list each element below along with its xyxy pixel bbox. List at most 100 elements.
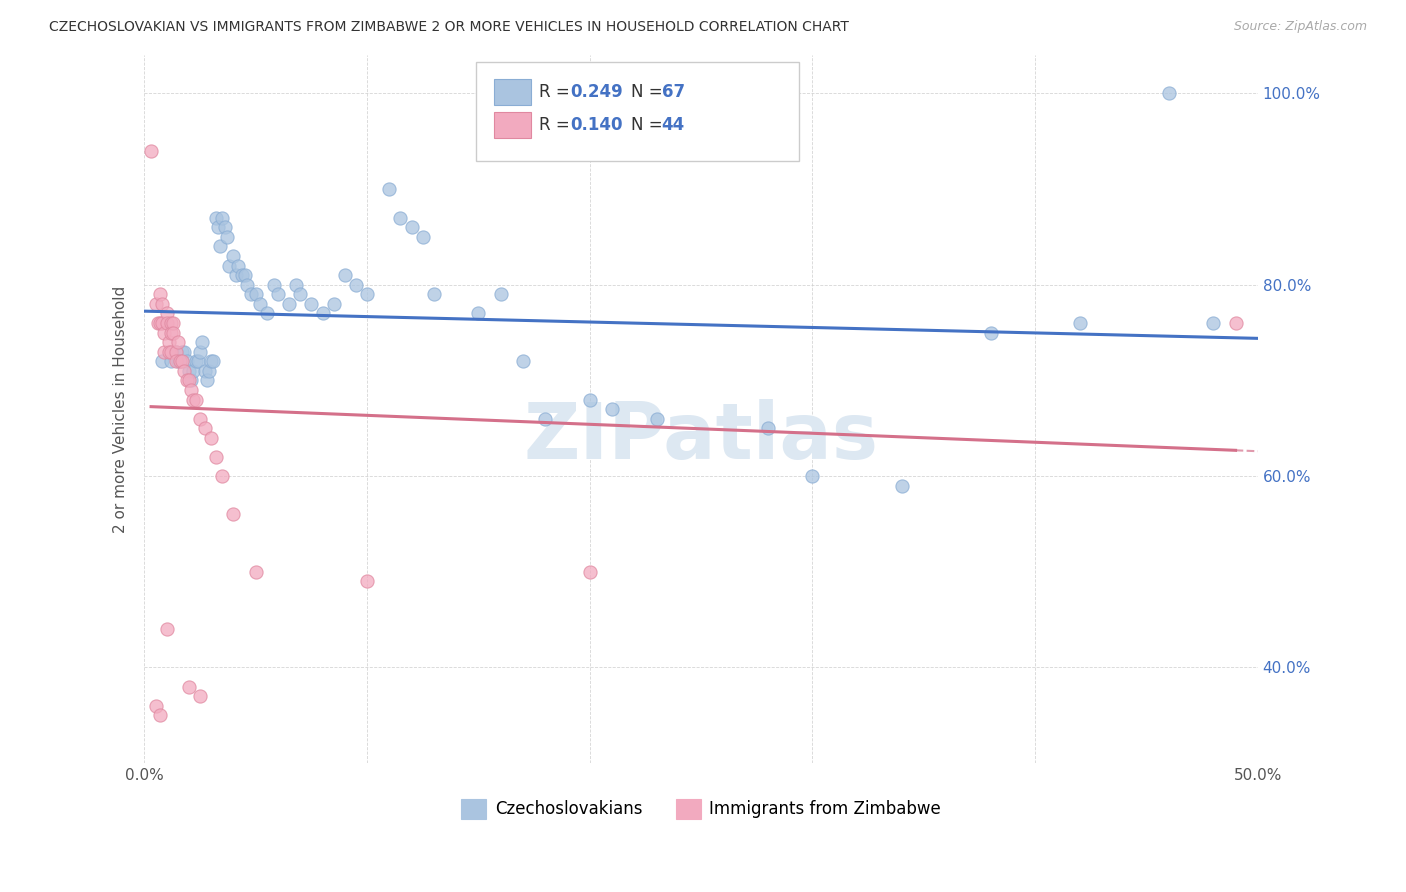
Point (198, 364, 221, 378)
Point (180, 373, 202, 387)
Point (191, 335, 214, 350)
Point (145, 297, 167, 311)
Point (356, 287, 378, 301)
Point (184, 392, 207, 407)
Point (157, 335, 180, 350)
Point (489, 287, 512, 301)
Point (202, 354, 225, 368)
Point (162, 326, 184, 340)
Point (157, 344, 180, 359)
Text: Source: ZipAtlas.com: Source: ZipAtlas.com (1233, 20, 1367, 33)
Point (801, 469, 824, 483)
Point (162, 316, 184, 330)
Point (236, 277, 259, 292)
Point (218, 259, 240, 273)
Point (173, 364, 195, 378)
Point (222, 249, 245, 263)
Point (467, 306, 489, 320)
Point (423, 287, 446, 301)
Point (160, 316, 183, 330)
Point (183, 364, 205, 378)
Point (311, 306, 333, 320)
Point (299, 297, 322, 311)
Point (512, 354, 534, 368)
Point (200, 431, 222, 445)
Legend: Czechoslovakians, Immigrants from Zimbabwe: Czechoslovakians, Immigrants from Zimbab… (454, 792, 948, 826)
Point (195, 373, 218, 387)
Point (245, 565, 267, 579)
Point (176, 354, 198, 368)
Point (139, 144, 162, 158)
Point (183, 392, 205, 407)
Point (165, 344, 187, 359)
Point (534, 411, 557, 425)
Point (226, 259, 249, 273)
Point (146, 316, 169, 330)
Point (169, 354, 191, 368)
Point (356, 574, 378, 589)
Point (166, 335, 188, 350)
Point (645, 411, 668, 425)
Point (344, 277, 367, 292)
Point (322, 297, 344, 311)
Point (165, 354, 187, 368)
Text: R =: R = (540, 83, 575, 101)
Point (980, 326, 1002, 340)
Point (214, 220, 236, 235)
Point (153, 326, 176, 340)
Point (160, 344, 183, 359)
Point (231, 268, 253, 283)
Text: ZIPatlas: ZIPatlas (523, 400, 879, 475)
Point (166, 354, 188, 368)
Point (756, 421, 779, 435)
Point (149, 287, 172, 301)
Point (200, 354, 222, 368)
Point (278, 297, 301, 311)
Point (193, 421, 215, 435)
Text: R =: R = (540, 116, 575, 134)
Point (149, 708, 172, 723)
Text: 44: 44 (662, 116, 685, 134)
Y-axis label: 2 or more Vehicles in Household: 2 or more Vehicles in Household (114, 285, 128, 533)
Point (145, 698, 167, 713)
Point (188, 411, 211, 425)
Point (578, 392, 600, 407)
Point (1225, 316, 1247, 330)
Point (177, 680, 200, 694)
Text: N =: N = (631, 83, 668, 101)
Point (389, 211, 412, 225)
Point (177, 373, 200, 387)
Point (412, 230, 434, 244)
Point (153, 344, 176, 359)
Point (160, 354, 183, 368)
Point (209, 239, 232, 253)
Point (187, 354, 209, 368)
Point (401, 220, 423, 235)
Point (225, 268, 247, 283)
Point (160, 326, 183, 340)
Point (245, 287, 267, 301)
Point (149, 316, 172, 330)
Text: N =: N = (631, 116, 668, 134)
Point (578, 565, 600, 579)
Point (267, 287, 290, 301)
Text: 0.249: 0.249 (571, 83, 623, 101)
Point (240, 287, 263, 301)
Point (290, 287, 312, 301)
Text: CZECHOSLOVAKIAN VS IMMIGRANTS FROM ZIMBABWE 2 OR MORE VEHICLES IN HOUSEHOLD CORR: CZECHOSLOVAKIAN VS IMMIGRANTS FROM ZIMBA… (49, 20, 849, 34)
Point (172, 344, 194, 359)
Point (215, 230, 238, 244)
Point (256, 306, 278, 320)
Point (204, 211, 226, 225)
Text: 67: 67 (662, 83, 685, 101)
Point (263, 277, 285, 292)
Point (233, 268, 256, 283)
Point (1069, 316, 1091, 330)
Point (184, 354, 207, 368)
Point (188, 344, 211, 359)
Point (156, 316, 179, 330)
Point (284, 277, 307, 292)
Point (193, 364, 215, 378)
Point (211, 211, 233, 225)
Point (204, 450, 226, 464)
